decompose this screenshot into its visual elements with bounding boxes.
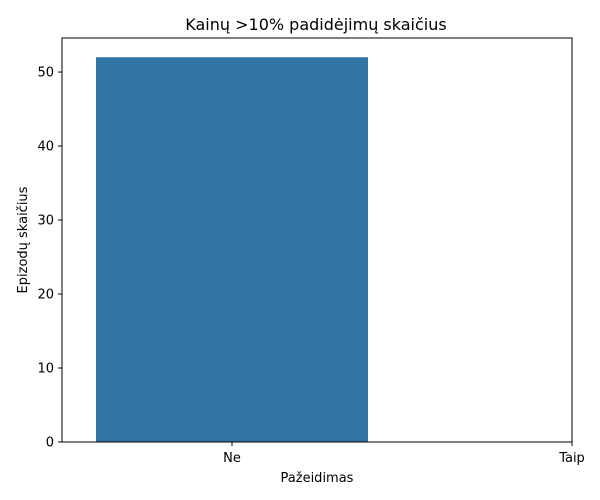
x-axis-label: Pažeidimas xyxy=(281,471,354,486)
x-tick-label-ne: Ne xyxy=(223,451,241,466)
y-tick-label: 20 xyxy=(37,288,54,303)
y-tick-label: 40 xyxy=(37,140,54,155)
plot-area xyxy=(96,57,368,442)
y-axis: 0 10 20 30 40 50 xyxy=(37,66,62,451)
x-axis: Ne Taip xyxy=(223,442,585,466)
bar-ne xyxy=(96,57,368,442)
y-axis-label: Epizodų skaičius xyxy=(16,186,31,293)
y-tick-label: 50 xyxy=(37,66,54,81)
y-tick-label: 0 xyxy=(46,436,54,451)
chart-title: Kainų >10% padidėjimų skaičius xyxy=(185,15,446,34)
y-tick-label: 10 xyxy=(37,362,54,377)
x-tick-label-taip: Taip xyxy=(558,451,585,466)
y-tick-label: 30 xyxy=(37,214,54,229)
plot-frame xyxy=(61,37,573,443)
